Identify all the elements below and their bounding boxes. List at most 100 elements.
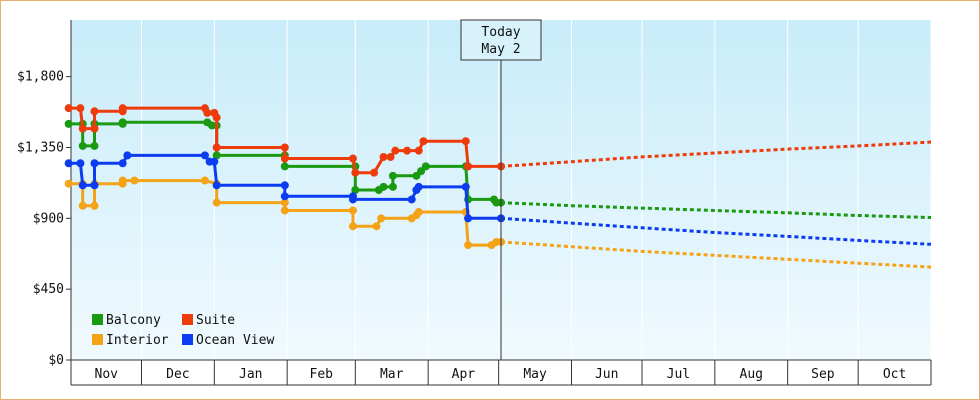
legend-label-interior: Interior bbox=[106, 333, 169, 348]
legend-swatch-suite bbox=[182, 314, 193, 325]
data-point-suite bbox=[461, 137, 470, 146]
data-point-interior bbox=[348, 206, 357, 215]
data-point-suite bbox=[391, 146, 400, 155]
x-tick-label: Nov bbox=[95, 367, 119, 382]
today-box bbox=[460, 19, 542, 61]
data-point-balcony bbox=[421, 162, 430, 171]
forecast-line-balcony bbox=[500, 201, 932, 219]
data-point-suite bbox=[203, 108, 212, 117]
legend-swatch-interior bbox=[92, 334, 103, 345]
data-point-suite bbox=[280, 143, 289, 152]
data-point-ocean-view bbox=[348, 195, 357, 204]
data-point-ocean-view bbox=[118, 159, 127, 168]
data-point-ocean-view bbox=[464, 214, 473, 223]
data-point-interior bbox=[372, 222, 381, 231]
series-ocean-view bbox=[64, 151, 932, 246]
data-point-balcony bbox=[280, 162, 289, 171]
forecast-line-suite bbox=[500, 140, 932, 168]
data-point-suite bbox=[280, 154, 289, 163]
legend-swatch-balcony bbox=[92, 314, 103, 325]
x-axis: Nov Dec Jan Feb Mar Apr May Jun Jul Aug Sep Oct bbox=[70, 359, 932, 386]
data-point-balcony bbox=[351, 186, 360, 194]
data-point-balcony bbox=[388, 171, 397, 180]
data-point-suite bbox=[64, 104, 73, 113]
x-tick-label: May bbox=[523, 367, 547, 382]
x-tick-label: Jul bbox=[667, 367, 690, 382]
grid bbox=[70, 20, 932, 360]
data-point-ocean-view bbox=[123, 151, 132, 160]
data-point-suite bbox=[78, 124, 87, 133]
forecast-line-ocean-view bbox=[500, 216, 932, 246]
data-point-suite bbox=[348, 154, 357, 163]
x-tick-label: Apr bbox=[452, 367, 476, 382]
legend-label-balcony: Balcony bbox=[106, 313, 161, 328]
x-tick-label: Sep bbox=[811, 367, 835, 382]
data-point-ocean-view bbox=[407, 195, 416, 204]
x-tick-label: Oct bbox=[883, 367, 906, 382]
data-point-ocean-view bbox=[280, 181, 289, 190]
data-point-suite bbox=[370, 168, 379, 177]
data-point-suite bbox=[212, 143, 221, 152]
forecast-line-interior bbox=[500, 240, 932, 269]
today-date-label: May 2 bbox=[481, 42, 520, 57]
data-point-balcony bbox=[64, 119, 73, 128]
x-tick-label: Feb bbox=[310, 367, 334, 382]
data-point-interior bbox=[414, 208, 423, 217]
data-point-balcony bbox=[212, 151, 221, 160]
x-tick-label: Aug bbox=[740, 367, 763, 382]
today-label: Today bbox=[481, 25, 520, 40]
series-layer bbox=[64, 104, 932, 269]
x-tick-label: Mar bbox=[380, 367, 404, 382]
data-point-interior bbox=[78, 201, 87, 210]
data-point-suite bbox=[90, 107, 99, 116]
data-point-ocean-view bbox=[200, 151, 209, 160]
data-point-interior bbox=[118, 176, 127, 185]
data-point-ocean-view bbox=[76, 159, 85, 168]
data-point-ocean-view bbox=[64, 159, 73, 168]
x-tick-label: Jan bbox=[239, 367, 262, 382]
data-point-ocean-view bbox=[90, 159, 99, 168]
data-point-suite bbox=[90, 124, 99, 133]
data-point-interior bbox=[130, 176, 139, 185]
data-point-interior bbox=[348, 222, 357, 231]
data-point-suite bbox=[403, 146, 412, 155]
data-point-interior bbox=[377, 214, 386, 223]
data-point-interior bbox=[464, 241, 473, 250]
data-point-interior bbox=[280, 206, 289, 215]
data-point-balcony bbox=[388, 182, 397, 191]
x-tick-label: Jun bbox=[595, 367, 618, 382]
data-point-balcony bbox=[90, 141, 99, 150]
data-point-suite bbox=[379, 152, 388, 161]
data-point-ocean-view bbox=[212, 181, 221, 190]
data-point-interior bbox=[64, 179, 73, 188]
data-point-interior bbox=[90, 201, 99, 210]
data-point-suite bbox=[419, 137, 428, 146]
data-point-ocean-view bbox=[414, 182, 423, 191]
data-point-balcony bbox=[379, 182, 388, 191]
data-point-ocean-view bbox=[78, 181, 87, 190]
legend-label-suite: Suite bbox=[196, 313, 235, 328]
data-point-suite bbox=[386, 152, 395, 161]
y-tick-label: $1,350 bbox=[17, 141, 64, 156]
data-point-interior bbox=[280, 198, 289, 207]
data-point-ocean-view bbox=[280, 192, 289, 201]
data-point-balcony bbox=[118, 118, 127, 127]
y-tick-label: $0 bbox=[48, 353, 64, 368]
legend-swatch-ocean-view bbox=[182, 334, 193, 345]
data-point-suite bbox=[212, 113, 221, 122]
y-tick-label: $450 bbox=[33, 282, 64, 297]
data-point-suite bbox=[76, 104, 85, 113]
data-point-suite bbox=[118, 104, 127, 113]
data-point-ocean-view bbox=[461, 182, 470, 191]
data-point-suite bbox=[414, 146, 423, 155]
y-tick-label: $1,800 bbox=[17, 70, 64, 85]
y-tick-label: $900 bbox=[33, 211, 64, 226]
data-point-interior bbox=[200, 176, 209, 185]
data-point-ocean-view bbox=[210, 157, 219, 166]
y-axis: $0 $450 $900 $1,350 $1,800 bbox=[17, 20, 72, 368]
data-point-balcony bbox=[78, 141, 87, 150]
today-marker: Today May 2 bbox=[460, 19, 542, 360]
legend: Balcony Suite Interior Ocean View bbox=[92, 313, 274, 348]
data-point-suite bbox=[464, 162, 473, 171]
